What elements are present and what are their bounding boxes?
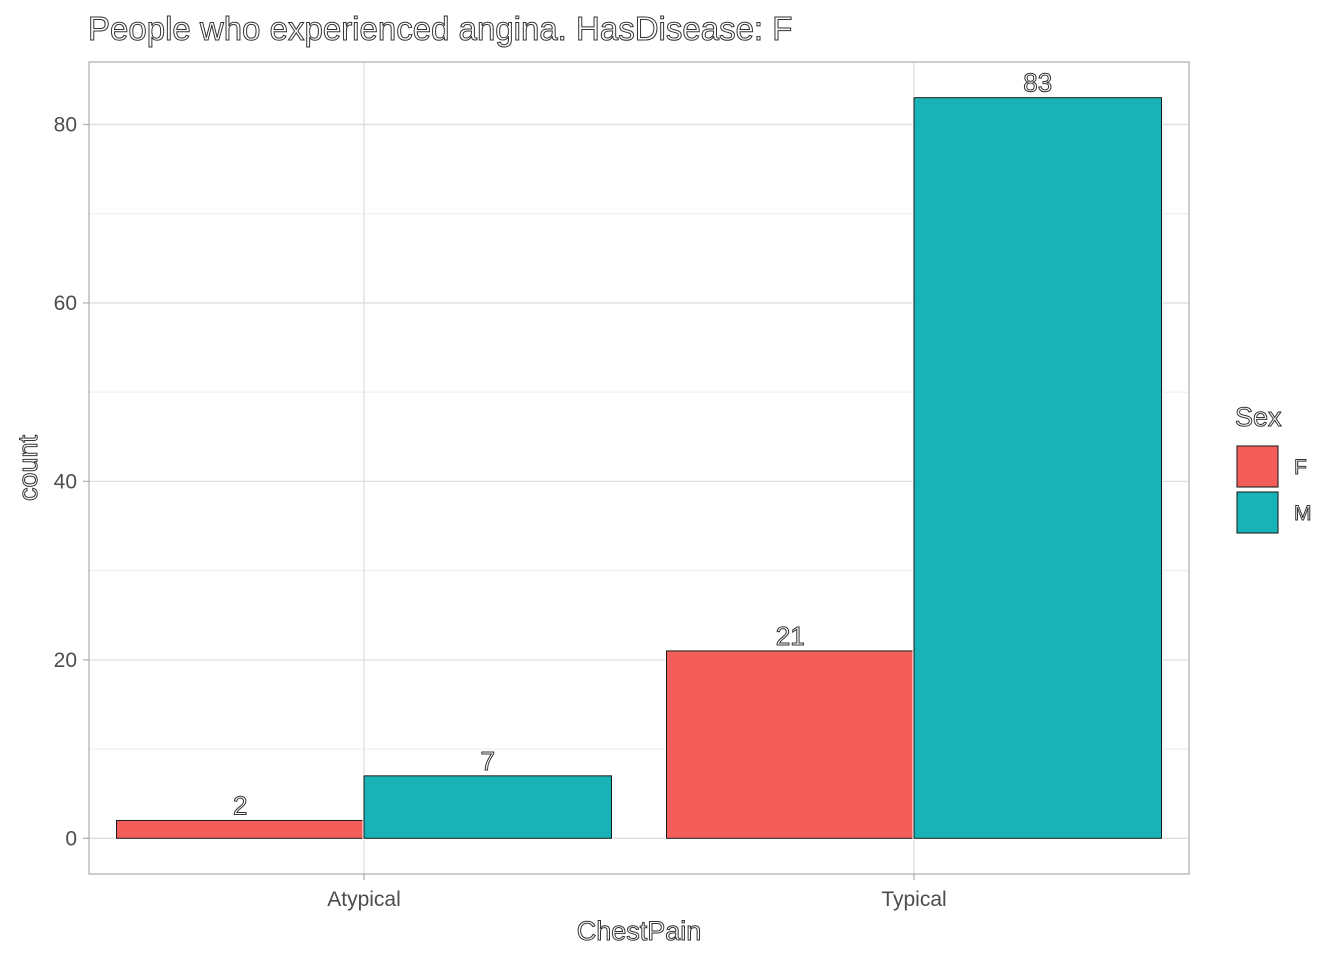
y-tick-label: 60 — [54, 292, 77, 315]
bars — [115, 96, 1163, 840]
legend-label: F — [1294, 456, 1307, 479]
legend: Sex FM — [1235, 402, 1312, 534]
bar-m-atypical — [363, 775, 612, 839]
legend-title: Sex — [1235, 402, 1282, 432]
y-tick-label: 80 — [54, 113, 77, 136]
x-axis-ticks: Atypical Typical — [327, 874, 947, 911]
legend-label: M — [1294, 502, 1312, 525]
bar-m-typical — [913, 97, 1162, 839]
legend-swatch-m — [1236, 491, 1279, 534]
data-labels: 2 7 21 83 — [233, 67, 1053, 821]
x-tick-label: Atypical — [327, 888, 401, 911]
x-axis-title: ChestPain — [577, 916, 702, 946]
legend-swatch-f — [1236, 445, 1279, 488]
y-tick-label: 20 — [54, 649, 77, 672]
data-label: 2 — [233, 790, 247, 820]
data-label: 83 — [1023, 68, 1052, 98]
y-tick-label: 0 — [65, 827, 77, 850]
data-label: 7 — [481, 746, 495, 776]
bar-f-typical — [666, 650, 915, 839]
y-axis-ticks: 0 20 40 60 80 — [54, 61, 1190, 875]
chart-title: People who experienced angina. HasDiseas… — [88, 10, 792, 47]
x-tick-label: Typical — [881, 888, 946, 911]
data-label: 21 — [776, 621, 805, 651]
panel-border — [88, 61, 1190, 875]
y-axis-title: count — [13, 434, 43, 501]
bar-f-atypical — [116, 819, 365, 839]
y-tick-label: 40 — [54, 470, 77, 493]
